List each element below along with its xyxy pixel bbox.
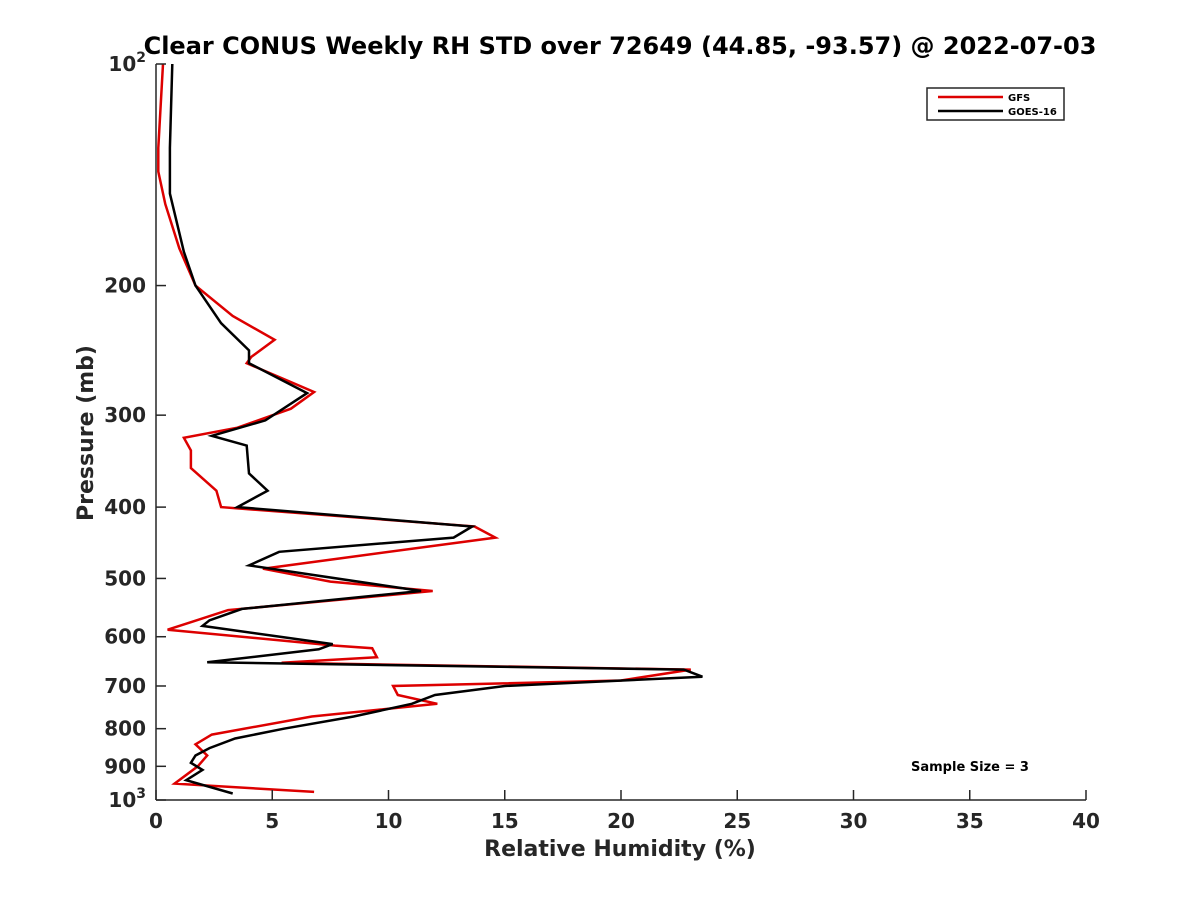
y-tick-label: 500 [104,566,146,590]
y-tick-label: 102 [108,50,146,76]
y-tick-label: 103 [108,786,146,812]
x-tick-label: 20 [607,809,635,833]
legend-label-gfs: GFS [1008,93,1030,104]
x-tick-label: 15 [491,809,519,833]
series-line-goes-16 [168,63,703,795]
x-tick-label: 25 [723,809,751,833]
y-tick-label: 900 [104,754,146,778]
y-tick-label: 600 [104,625,146,649]
x-tick-label: 35 [956,809,984,833]
x-tick-label: 5 [265,809,279,833]
x-tick-label: 10 [375,809,403,833]
y-tick-label: 300 [104,403,146,427]
y-tick-label: 400 [104,495,146,519]
x-axis-title: Relative Humidity (%) [484,837,756,862]
x-tick-label: 0 [149,809,163,833]
x-tick-label: 40 [1072,809,1100,833]
sample-size-annotation: Sample Size = 3 [911,760,1029,775]
y-tick-label: 200 [104,274,146,298]
axes: 0 5 10 15 20 25 30 35 40 102 200 300 400 500 600 700 800… [104,50,1100,833]
legend-box [926,87,1065,121]
legend-label-goes-16: GOES-16 [1008,107,1057,118]
legend: GFS GOES-16 [926,87,1065,121]
x-tick-label: 30 [840,809,868,833]
y-axis-title: Pressure (mb) [74,345,99,521]
plot-series [157,63,703,795]
chart-title: Clear CONUS Weekly RH STD over 72649 (44… [144,32,1097,60]
y-tick-label: 700 [104,674,146,698]
y-tick-label: 800 [104,717,146,741]
